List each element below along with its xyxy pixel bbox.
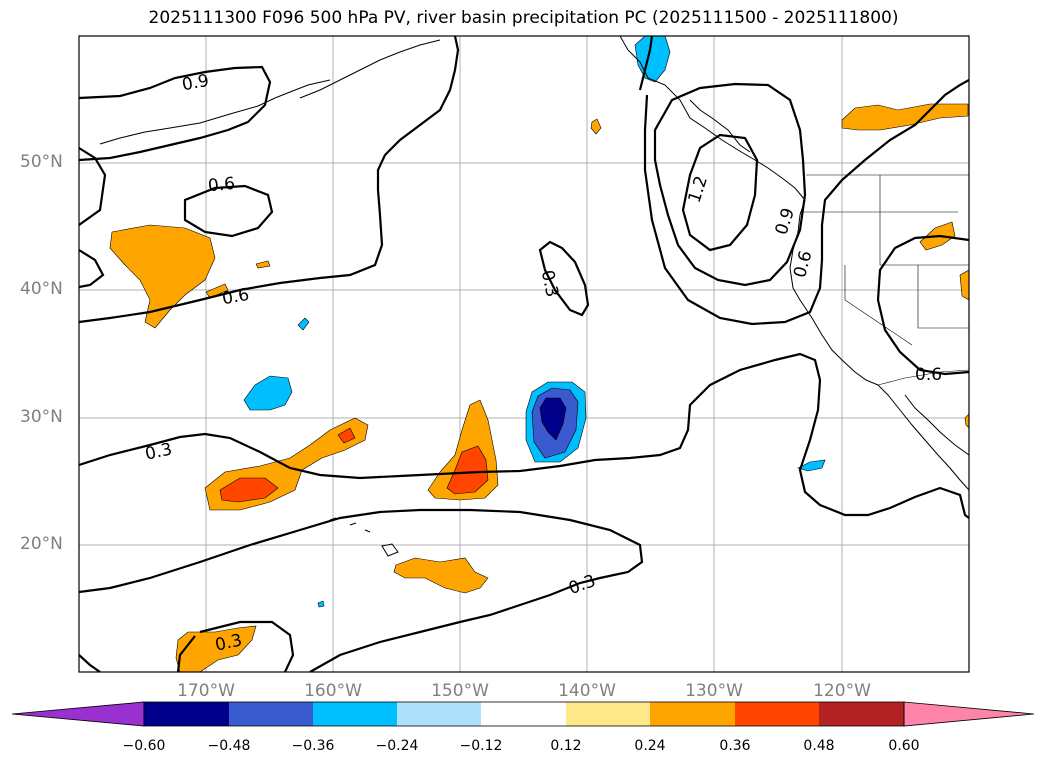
colorbar-tick-label: −0.12 [459, 738, 503, 754]
patch-pos-small-2 [255, 260, 271, 269]
pv-contour-0.6-long [79, 36, 460, 324]
baja-inner-coast [904, 394, 969, 456]
pv-contour-0.6-ring [183, 184, 274, 238]
lon-label: 160°W [304, 681, 362, 701]
gridlines [79, 36, 969, 672]
contour-label: 0.9 [180, 71, 210, 95]
political-borders [800, 174, 969, 386]
colorbar-tick-label: −0.36 [291, 738, 335, 754]
lat-label: 50°N [20, 152, 63, 172]
patch-neg-small-2 [317, 600, 325, 608]
colorbar-bin [650, 702, 735, 726]
alaska-coast [619, 36, 806, 201]
lon-label: 130°W [685, 681, 743, 701]
colorbar-tick-label: 0.36 [719, 738, 751, 754]
map-frame [78, 35, 970, 673]
patch-neg-142w-30n-core [539, 397, 567, 441]
state-lines [800, 175, 969, 346]
patch-pos-mexico-edge [964, 413, 969, 429]
lat-label: 30°N [20, 407, 63, 427]
lon-label: 140°W [558, 681, 616, 701]
patch-pos-small-1 [205, 283, 229, 299]
mexico-border [877, 369, 969, 386]
lon-label: 150°W [431, 681, 489, 701]
colorbar-tick-label: 0.60 [888, 738, 920, 754]
patch-neg-small-1 [297, 317, 310, 331]
colorbar-extend-high [903, 701, 1035, 727]
pv-contour-0.3-main [79, 352, 969, 519]
lon-label: 120°W [813, 681, 871, 701]
baja-coast [877, 384, 969, 491]
pv-contour-0.9 [653, 82, 807, 287]
map-panel [79, 36, 969, 672]
lat-label: 40°N [20, 279, 63, 299]
patch-pos-canada [841, 103, 969, 131]
pv-contour-1.2 [681, 133, 759, 252]
colorbar-bin [144, 702, 229, 726]
patch-pos-idaho-edge [959, 269, 969, 301]
pv-contour-0.6-big [638, 36, 969, 326]
patch-neg-165w-31n [243, 375, 293, 411]
colorbar-tick-label: −0.60 [122, 738, 166, 754]
colorbar-tick-label: 0.48 [803, 738, 835, 754]
colorbar-tick-label: 0.24 [634, 738, 666, 754]
colorbar-bin [313, 702, 397, 726]
alaska-peninsula [299, 39, 441, 99]
patch-pos-155w-17n [393, 557, 489, 594]
colorbar-tick-label: −0.48 [207, 738, 251, 754]
contour-label: 0.6 [915, 365, 942, 385]
colorbar-frame [143, 701, 905, 727]
colorbar-bin [481, 702, 566, 726]
patch-neg-small-3 [797, 459, 826, 472]
pv-contour-0.9-west [79, 65, 272, 162]
pv-contour-0.6-east [876, 234, 969, 376]
contour-label: 0.6 [207, 174, 236, 196]
colorbar-tick-label: 0.12 [550, 738, 582, 754]
colorbar-bin [819, 702, 904, 726]
lat-label: 20°N [20, 534, 63, 554]
patch-pos-150w-core [446, 445, 489, 495]
contour-label: 0.6 [221, 285, 251, 309]
colorbar-bin [397, 702, 481, 726]
colorbar-bin [229, 702, 313, 726]
pv-contour-0.6-west [79, 147, 107, 226]
patch-pos-160w-25n-core [219, 477, 279, 503]
pv-contour-0.3-blob [538, 240, 590, 317]
pv-contours [79, 36, 969, 672]
positive-precip-patches [109, 103, 969, 672]
colorbar-bin [566, 702, 650, 726]
colorbar [11, 701, 1035, 727]
pv-contour-0.3-south [79, 508, 644, 672]
pv-contour-0.3-corner [79, 654, 101, 672]
chart-title: 2025111300 F096 500 hPa PV, river basin … [148, 8, 899, 28]
patch-pos-160w-core2 [337, 427, 356, 444]
bc-coast [689, 99, 751, 153]
lon-label: 170°W [177, 681, 235, 701]
aleutian-islands [99, 79, 331, 145]
colorbar-tick-label: −0.24 [375, 738, 419, 754]
colorbar-extend-low [11, 701, 145, 727]
patch-pos-west-40n [109, 224, 216, 329]
patch-pos-gulf-small [590, 118, 602, 135]
pv-contour-0.6-upper [79, 249, 105, 289]
pv-contour-0.3-ring [176, 620, 295, 672]
colorbar-bin [735, 702, 819, 726]
negative-precip-patches [243, 36, 826, 608]
